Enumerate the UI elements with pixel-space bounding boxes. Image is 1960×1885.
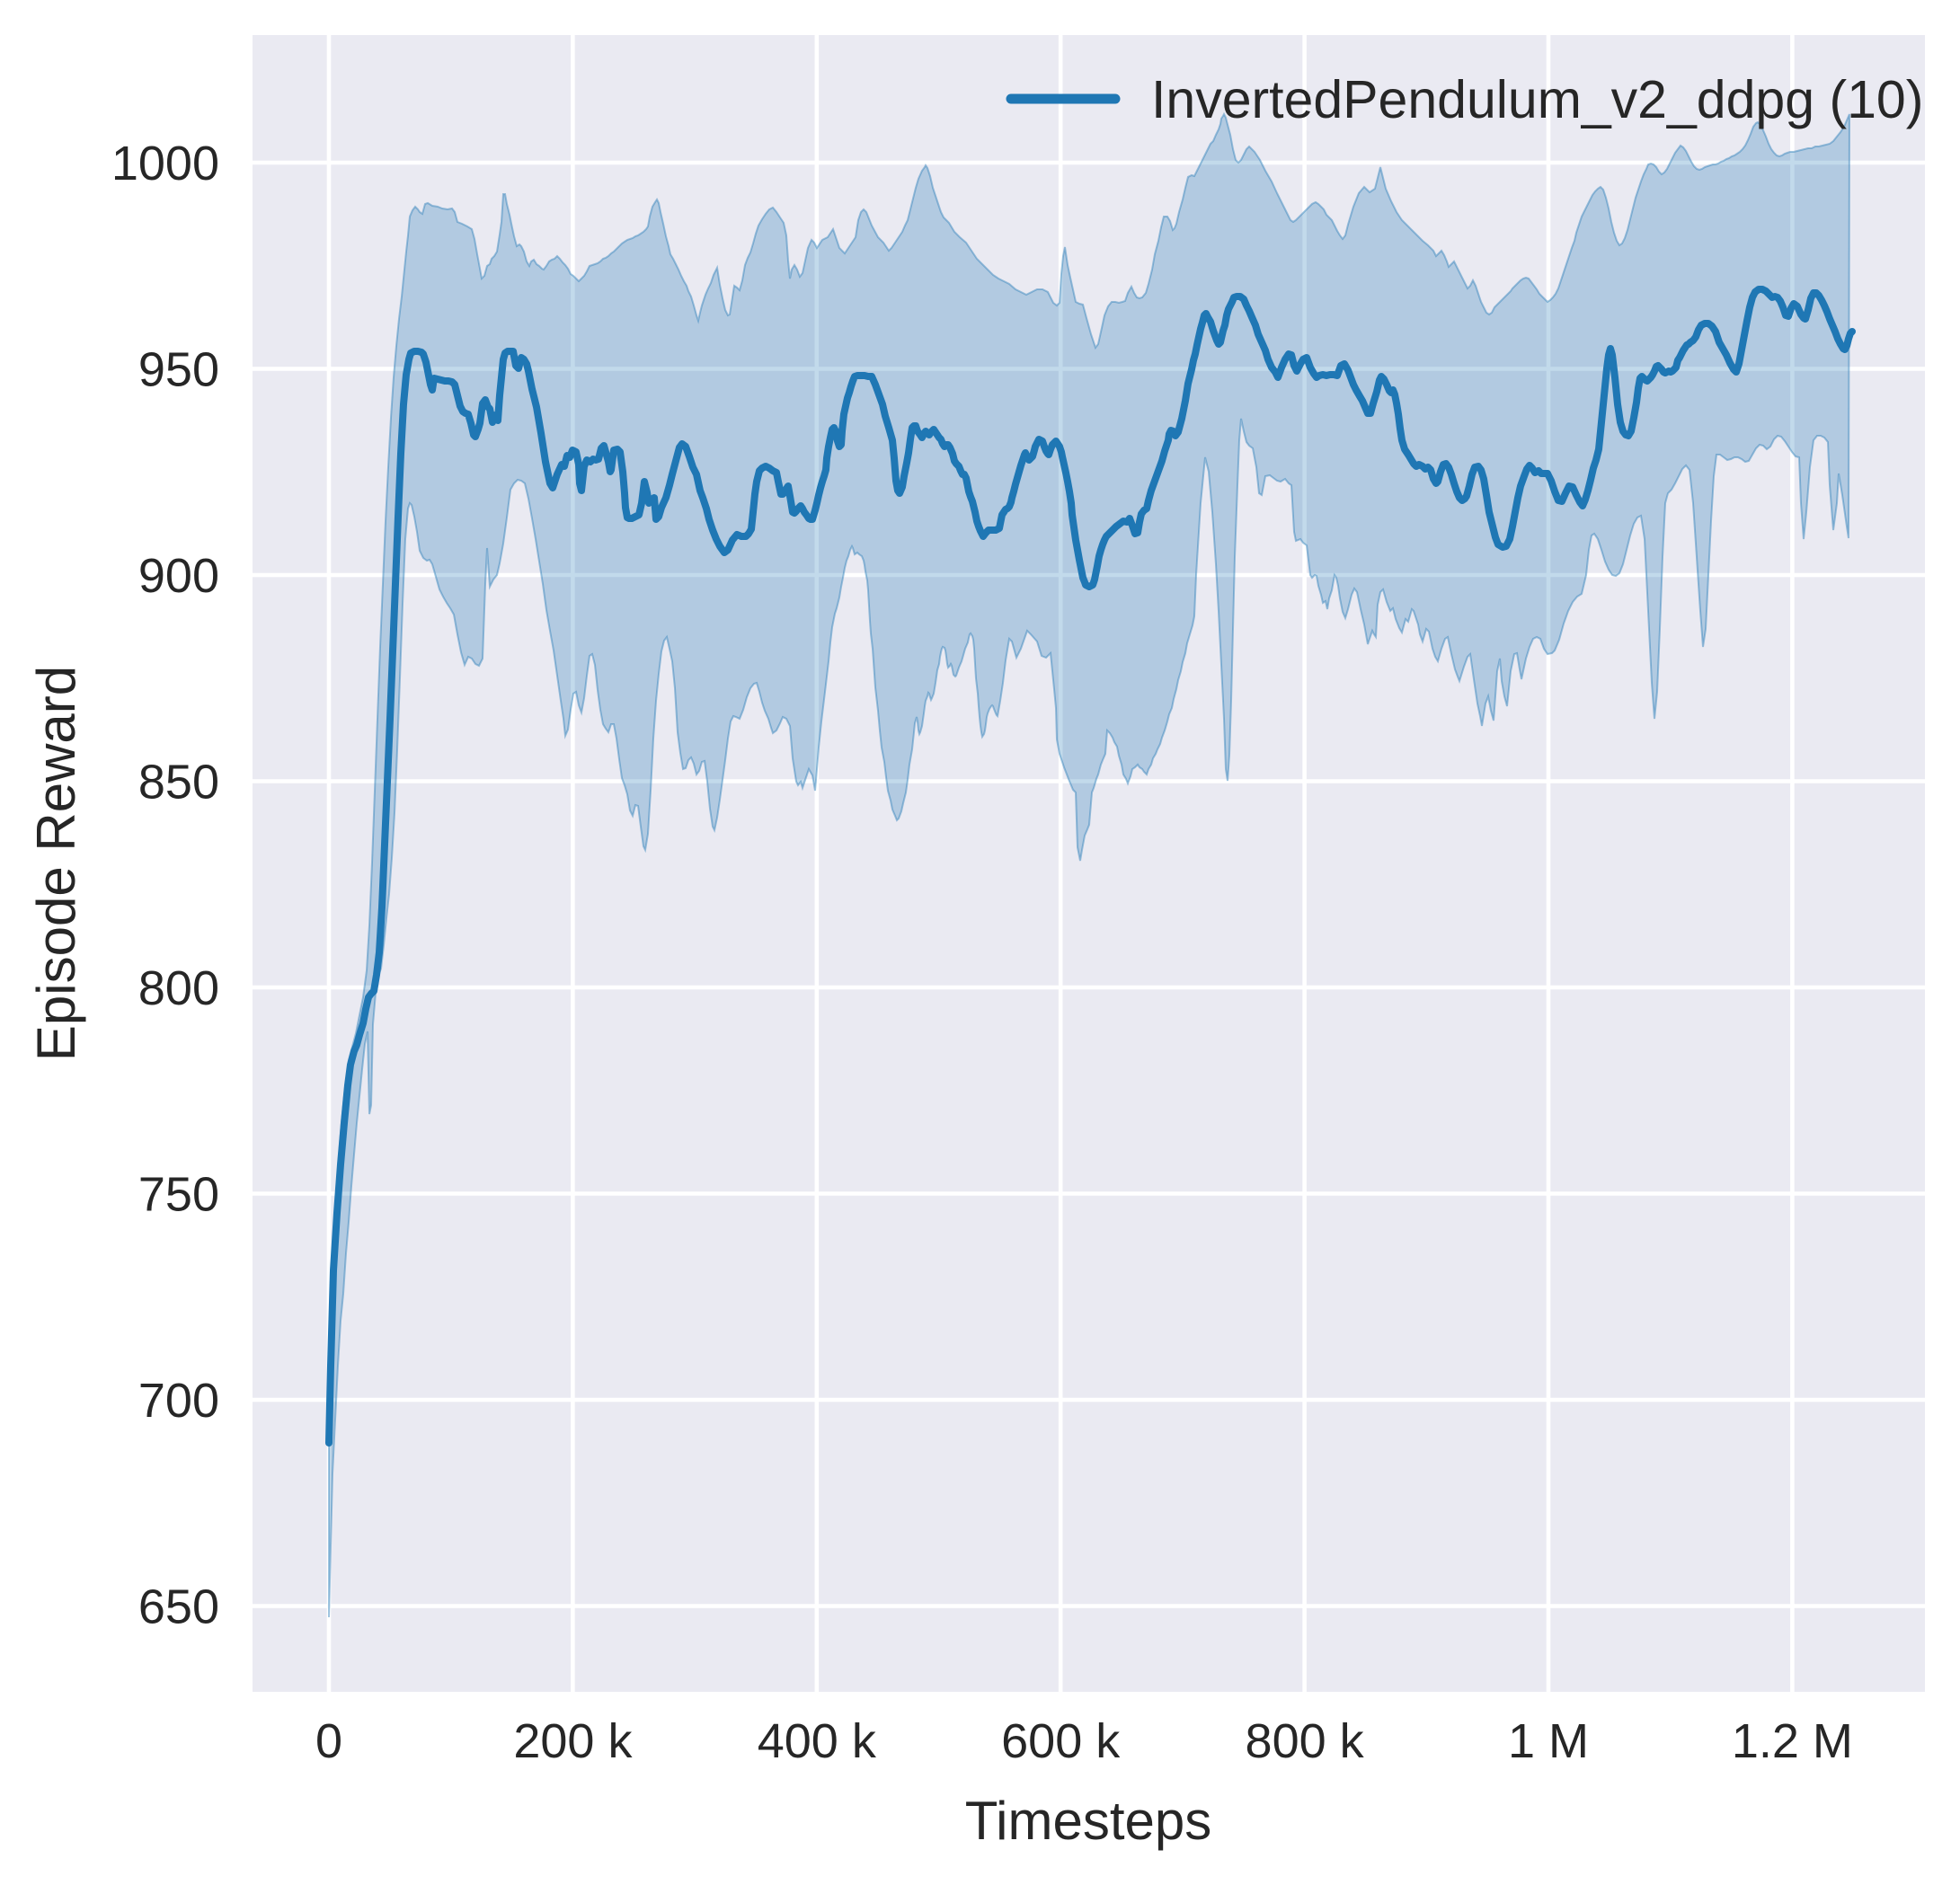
svg-text:900: 900 [138,549,219,603]
svg-text:650: 650 [138,1580,219,1634]
svg-text:0: 0 [315,1714,342,1768]
svg-text:700: 700 [138,1374,219,1428]
svg-text:1.2 M: 1.2 M [1732,1714,1853,1768]
svg-text:Episode Reward: Episode Reward [26,666,86,1061]
svg-text:800: 800 [138,961,219,1015]
svg-text:1000: 1000 [111,137,219,190]
svg-text:600 k: 600 k [1001,1714,1121,1768]
svg-text:200 k: 200 k [513,1714,633,1768]
svg-text:400 k: 400 k [758,1714,877,1768]
svg-text:1 M: 1 M [1508,1714,1589,1768]
svg-text:Timesteps: Timesteps [965,1791,1212,1851]
svg-text:InvertedPendulum_v2_ddpg (10): InvertedPendulum_v2_ddpg (10) [1151,70,1923,129]
svg-text:950: 950 [138,343,219,397]
svg-text:850: 850 [138,756,219,810]
svg-text:800 k: 800 k [1246,1714,1365,1768]
svg-text:750: 750 [138,1168,219,1222]
